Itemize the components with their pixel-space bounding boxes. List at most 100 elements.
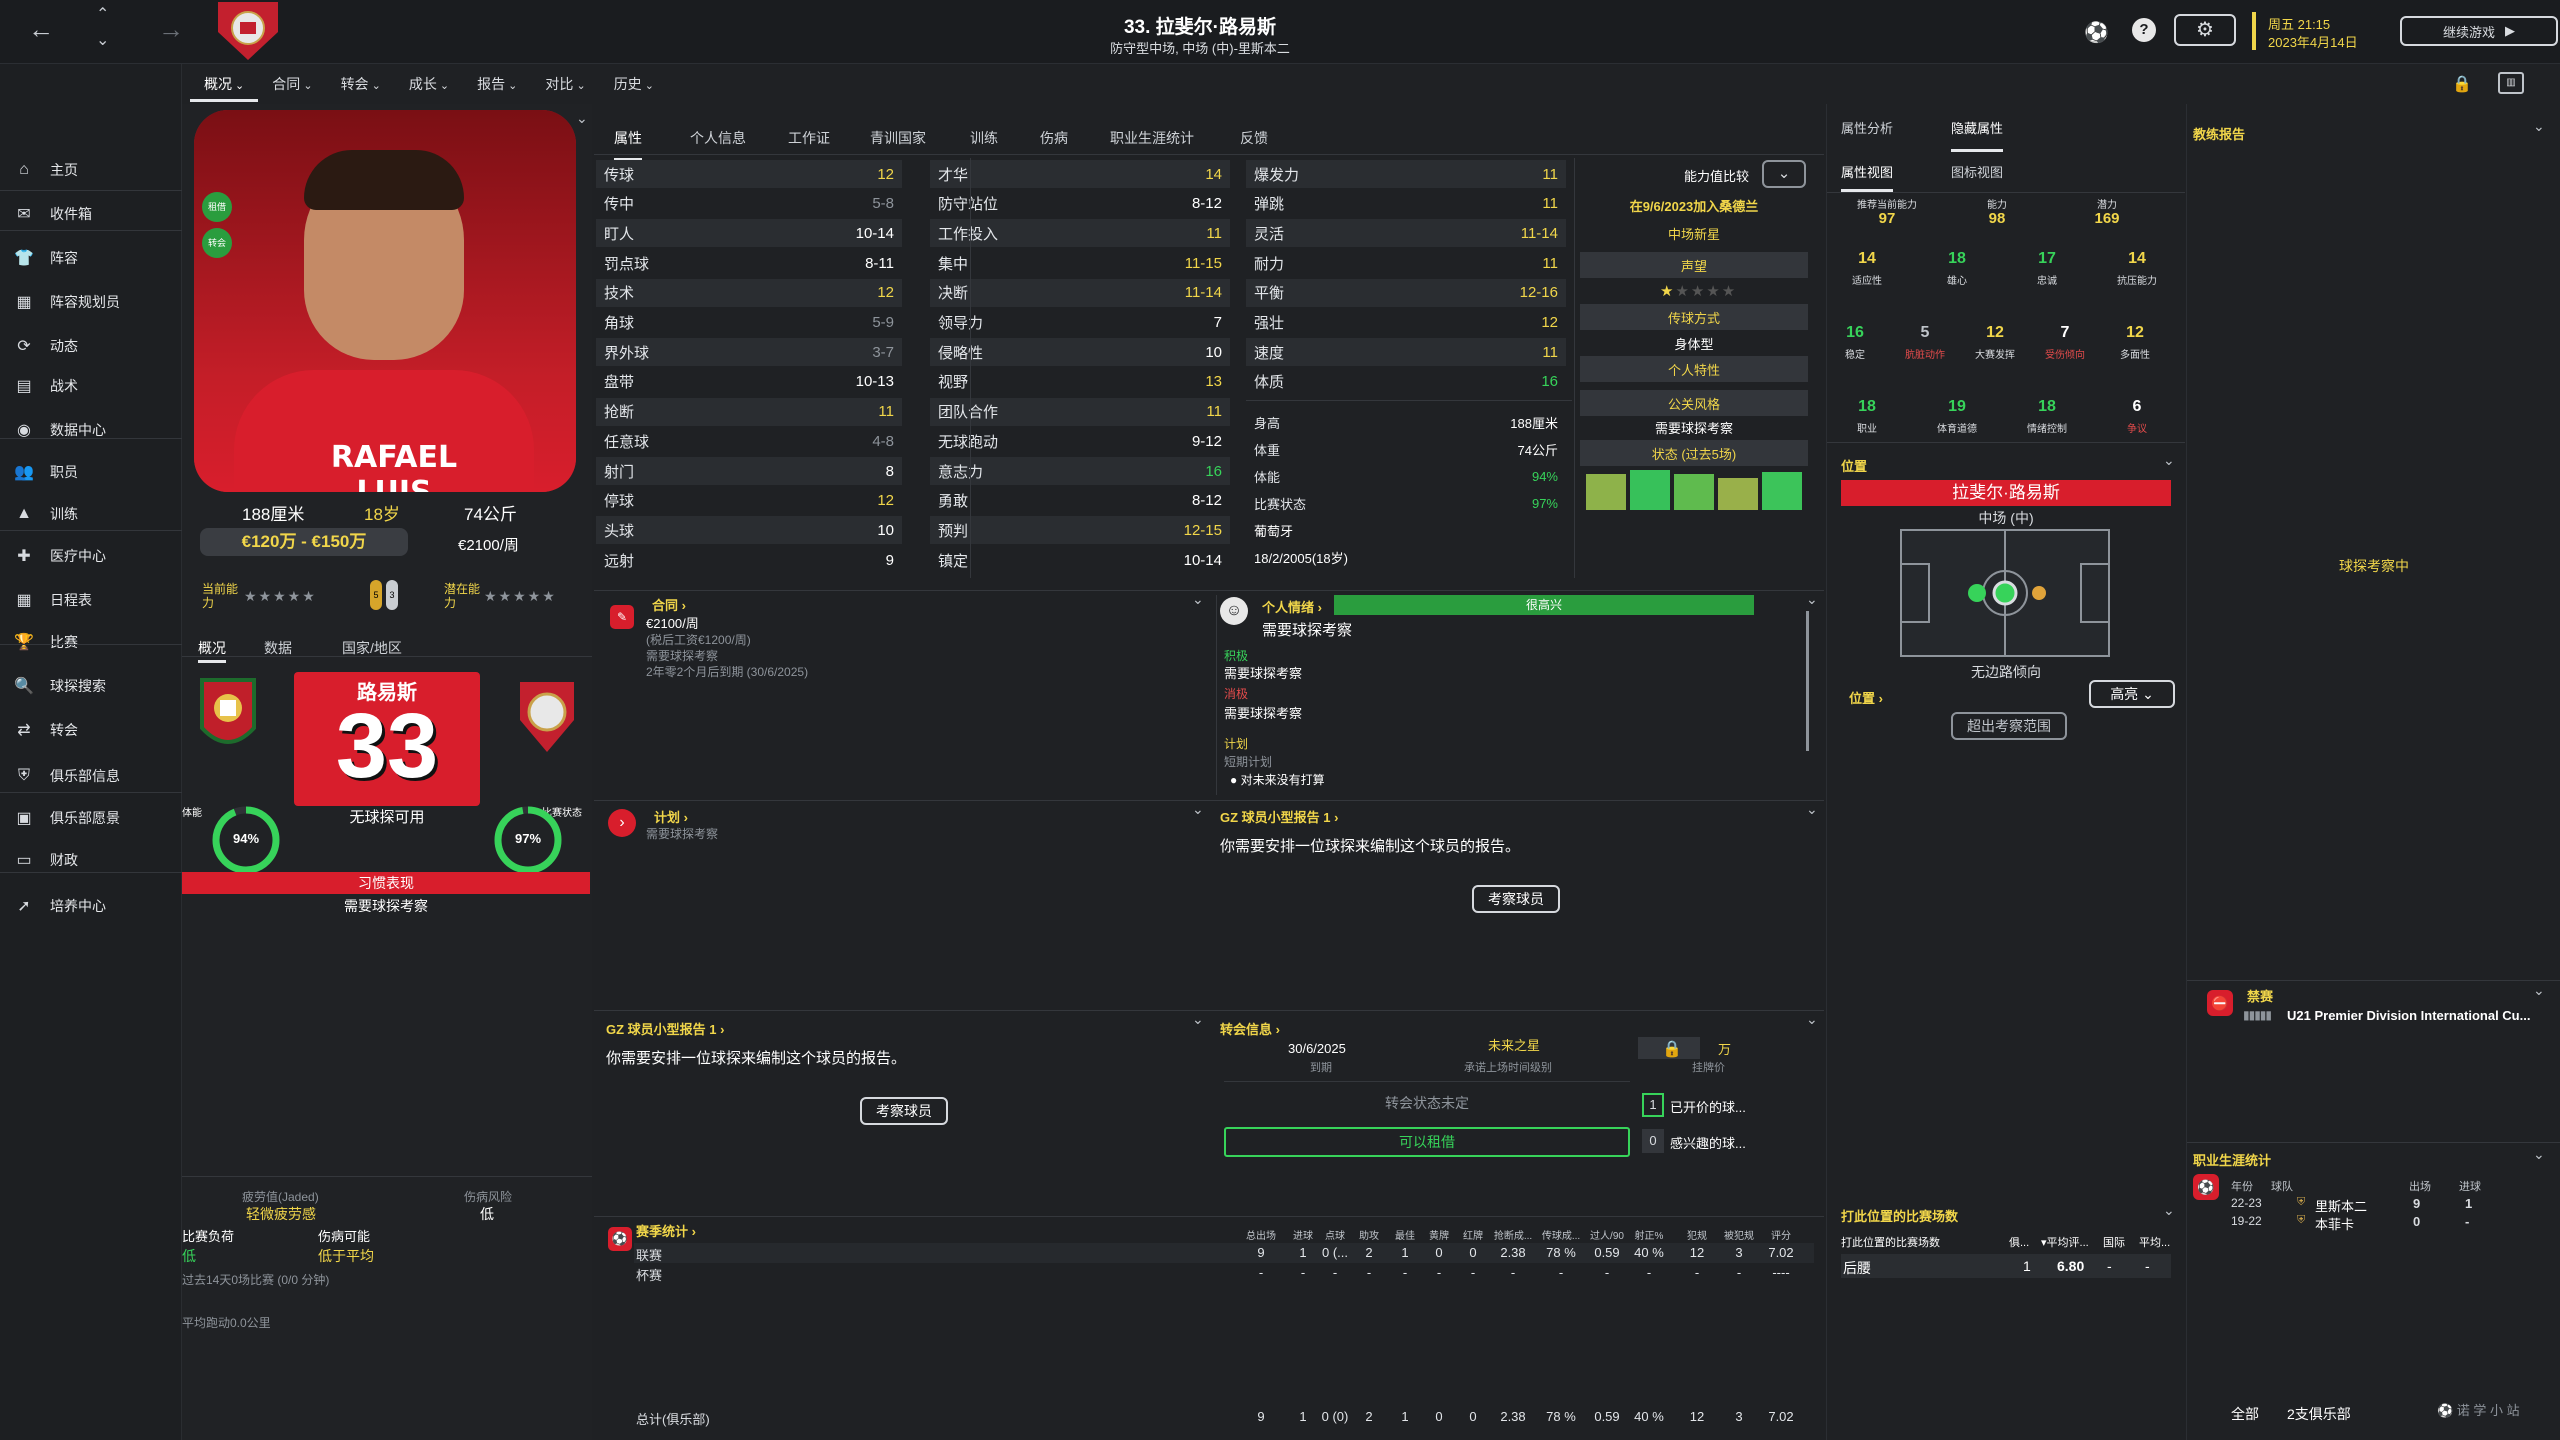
by-position-row[interactable]: [1841, 1254, 2171, 1278]
subnav-tab-0[interactable]: 概况 ⌄: [190, 66, 259, 102]
gz-report-title[interactable]: GZ 球员小型报告 1 ›: [1220, 810, 1339, 825]
sidebar-item-15[interactable]: ▣ 俱乐部愿景: [0, 800, 182, 836]
technical-attr-row[interactable]: 盯人 10-14: [596, 219, 902, 248]
help-icon[interactable]: ?: [2132, 18, 2156, 42]
subnav-tab-5[interactable]: 对比 ⌄: [531, 66, 599, 102]
position-link[interactable]: 位置 ›: [1849, 691, 1883, 706]
technical-attr-row[interactable]: 远射 9: [596, 546, 902, 574]
sidebar-item-4[interactable]: ⟳ 动态: [0, 328, 182, 364]
sidebar-item-2[interactable]: 👕 阵容: [0, 240, 182, 276]
career-all[interactable]: 全部: [2231, 1406, 2259, 1422]
attr-tab-5[interactable]: 伤病: [1040, 130, 1068, 146]
sidebar-item-0[interactable]: ⌂ 主页: [0, 152, 182, 188]
physical-attr-row[interactable]: 弹跳 11: [1246, 190, 1566, 218]
subnav-tab-3[interactable]: 成长 ⌄: [395, 66, 463, 102]
season-stats-title[interactable]: 赛季统计 ›: [636, 1224, 696, 1239]
physical-attr-row[interactable]: 爆发力 11: [1246, 160, 1566, 188]
player-left-tab-2[interactable]: 国家/地区: [342, 640, 402, 656]
back-arrow-icon[interactable]: ←: [28, 14, 54, 44]
transfer-collapse-icon[interactable]: ⌄: [1806, 1011, 1818, 1027]
scout-player-button[interactable]: 考察球员: [1472, 885, 1560, 913]
technical-attr-row[interactable]: 盘带 10-13: [596, 368, 902, 396]
hidden-tab-1[interactable]: 隐藏属性: [1951, 118, 2004, 152]
subnav-tab-6[interactable]: 历史 ⌄: [600, 66, 668, 102]
mental-attr-row[interactable]: 视野 13: [930, 368, 1230, 396]
career-row[interactable]: [2227, 1196, 2547, 1214]
forward-arrow-icon[interactable]: →: [158, 14, 184, 44]
photo-dropdown-icon[interactable]: ⌄: [576, 110, 588, 126]
mental-attr-row[interactable]: 团队合作 11: [930, 397, 1230, 426]
season-stats-row[interactable]: [634, 1243, 1814, 1263]
chevron-up-icon[interactable]: ⌃: [96, 6, 110, 23]
mental-attr-row[interactable]: 领导力 7: [930, 309, 1230, 337]
mental-attr-row[interactable]: 预判 12-15: [930, 516, 1230, 545]
mental-attr-row[interactable]: 才华 14: [930, 160, 1230, 188]
sidebar-item-7[interactable]: 👥 职员: [0, 454, 182, 490]
subnav-tab-4[interactable]: 报告 ⌄: [463, 66, 531, 102]
technical-attr-row[interactable]: 罚点球 8-11: [596, 249, 902, 277]
career-collapse-icon[interactable]: ⌄: [2533, 1146, 2545, 1162]
technical-attr-row[interactable]: 传球 12: [596, 160, 902, 188]
contract-title[interactable]: 合同 ›: [652, 598, 686, 613]
out-of-range-button[interactable]: 超出考察范围: [1951, 712, 2067, 740]
coach-report-collapse-icon[interactable]: ⌄: [2533, 118, 2545, 134]
attr-tab-6[interactable]: 职业生涯统计: [1110, 130, 1194, 146]
compare-dropdown[interactable]: ⌄: [1762, 160, 1806, 188]
mental-attr-row[interactable]: 勇敢 8-12: [930, 487, 1230, 515]
lock-icon[interactable]: 🔒: [2452, 76, 2472, 93]
attr-tab-2[interactable]: 工作证: [788, 130, 830, 146]
sidebar-item-12[interactable]: 🔍 球探搜索: [0, 668, 182, 704]
mental-attr-row[interactable]: 集中 11-15: [930, 249, 1230, 277]
player-left-tab-1[interactable]: 数据: [264, 640, 292, 656]
attr-tab-3[interactable]: 青训国家: [870, 130, 926, 146]
physical-attr-row[interactable]: 平衡 12-16: [1246, 278, 1566, 307]
mental-attr-row[interactable]: 镇定 10-14: [930, 546, 1230, 574]
gz-report-title-2[interactable]: GZ 球员小型报告 1 ›: [606, 1022, 725, 1037]
attr-tab-4[interactable]: 训练: [970, 130, 998, 146]
technical-attr-row[interactable]: 停球 12: [596, 487, 902, 515]
attr-tab-1[interactable]: 个人信息: [690, 130, 746, 146]
technical-attr-row[interactable]: 任意球 4-8: [596, 427, 902, 455]
hidden-tab-0[interactable]: 属性分析: [1841, 121, 1894, 136]
sidebar-item-6[interactable]: ◉ 数据中心: [0, 412, 182, 448]
hidden-subtab-0[interactable]: 属性视图: [1841, 162, 1894, 192]
sidebar-item-8[interactable]: ▲ 训练: [0, 496, 182, 532]
mental-attr-row[interactable]: 工作投入 11: [930, 219, 1230, 248]
technical-attr-row[interactable]: 角球 5-9: [596, 309, 902, 337]
hidden-subtab-1[interactable]: 图标视图: [1951, 165, 2004, 180]
position-collapse-icon[interactable]: ⌄: [2163, 452, 2175, 468]
scout-player-button-2[interactable]: 考察球员: [860, 1097, 948, 1125]
highlight-dropdown[interactable]: 高亮 ⌄: [2089, 680, 2175, 708]
offers-label[interactable]: 已开价的球...: [1670, 1100, 1746, 1115]
sidebar-item-3[interactable]: ▦ 阵容规划员: [0, 284, 182, 320]
sidebar-item-16[interactable]: ▭ 财政: [0, 842, 182, 878]
bans-collapse-icon[interactable]: ⌄: [2533, 982, 2545, 998]
technical-attr-row[interactable]: 界外球 3-7: [596, 338, 902, 367]
physical-attr-row[interactable]: 速度 11: [1246, 338, 1566, 367]
contract-collapse-icon[interactable]: ⌄: [1192, 591, 1204, 607]
subnav-tab-2[interactable]: 转会 ⌄: [327, 66, 395, 102]
technical-attr-row[interactable]: 射门 8: [596, 457, 902, 485]
physical-attr-row[interactable]: 耐力 11: [1246, 249, 1566, 277]
settings-gear-icon[interactable]: ⚙: [2174, 14, 2236, 46]
globe-icon[interactable]: ⚽: [2084, 22, 2109, 44]
sidebar-item-9[interactable]: ✚ 医疗中心: [0, 538, 182, 574]
attr-tab-0[interactable]: 属性: [614, 128, 642, 161]
plan-title[interactable]: 计划 ›: [654, 810, 688, 825]
interested-label[interactable]: 感兴趣的球...: [1670, 1136, 1746, 1151]
attr-tab-7[interactable]: 反馈: [1240, 130, 1268, 146]
mental-attr-row[interactable]: 无球跑动 9-12: [930, 427, 1230, 455]
technical-attr-row[interactable]: 抢断 11: [596, 397, 902, 426]
sidebar-item-13[interactable]: ⇄ 转会: [0, 712, 182, 748]
technical-attr-row[interactable]: 头球 10: [596, 516, 902, 545]
gz2-collapse-icon[interactable]: ⌄: [1192, 1011, 1204, 1027]
mental-attr-row[interactable]: 侵略性 10: [930, 338, 1230, 367]
subnav-tab-1[interactable]: 合同 ⌄: [258, 66, 326, 102]
sidebar-item-14[interactable]: ⛨ 俱乐部信息: [0, 758, 182, 794]
mental-attr-row[interactable]: 意志力 16: [930, 457, 1230, 485]
chevron-down-icon[interactable]: ⌄: [96, 32, 110, 49]
mental-attr-row[interactable]: 决断 11-14: [930, 278, 1230, 307]
loan-available-button[interactable]: 可以租借: [1224, 1127, 1630, 1157]
technical-attr-row[interactable]: 传中 5-8: [596, 190, 902, 218]
physical-attr-row[interactable]: 灵活 11-14: [1246, 219, 1566, 248]
